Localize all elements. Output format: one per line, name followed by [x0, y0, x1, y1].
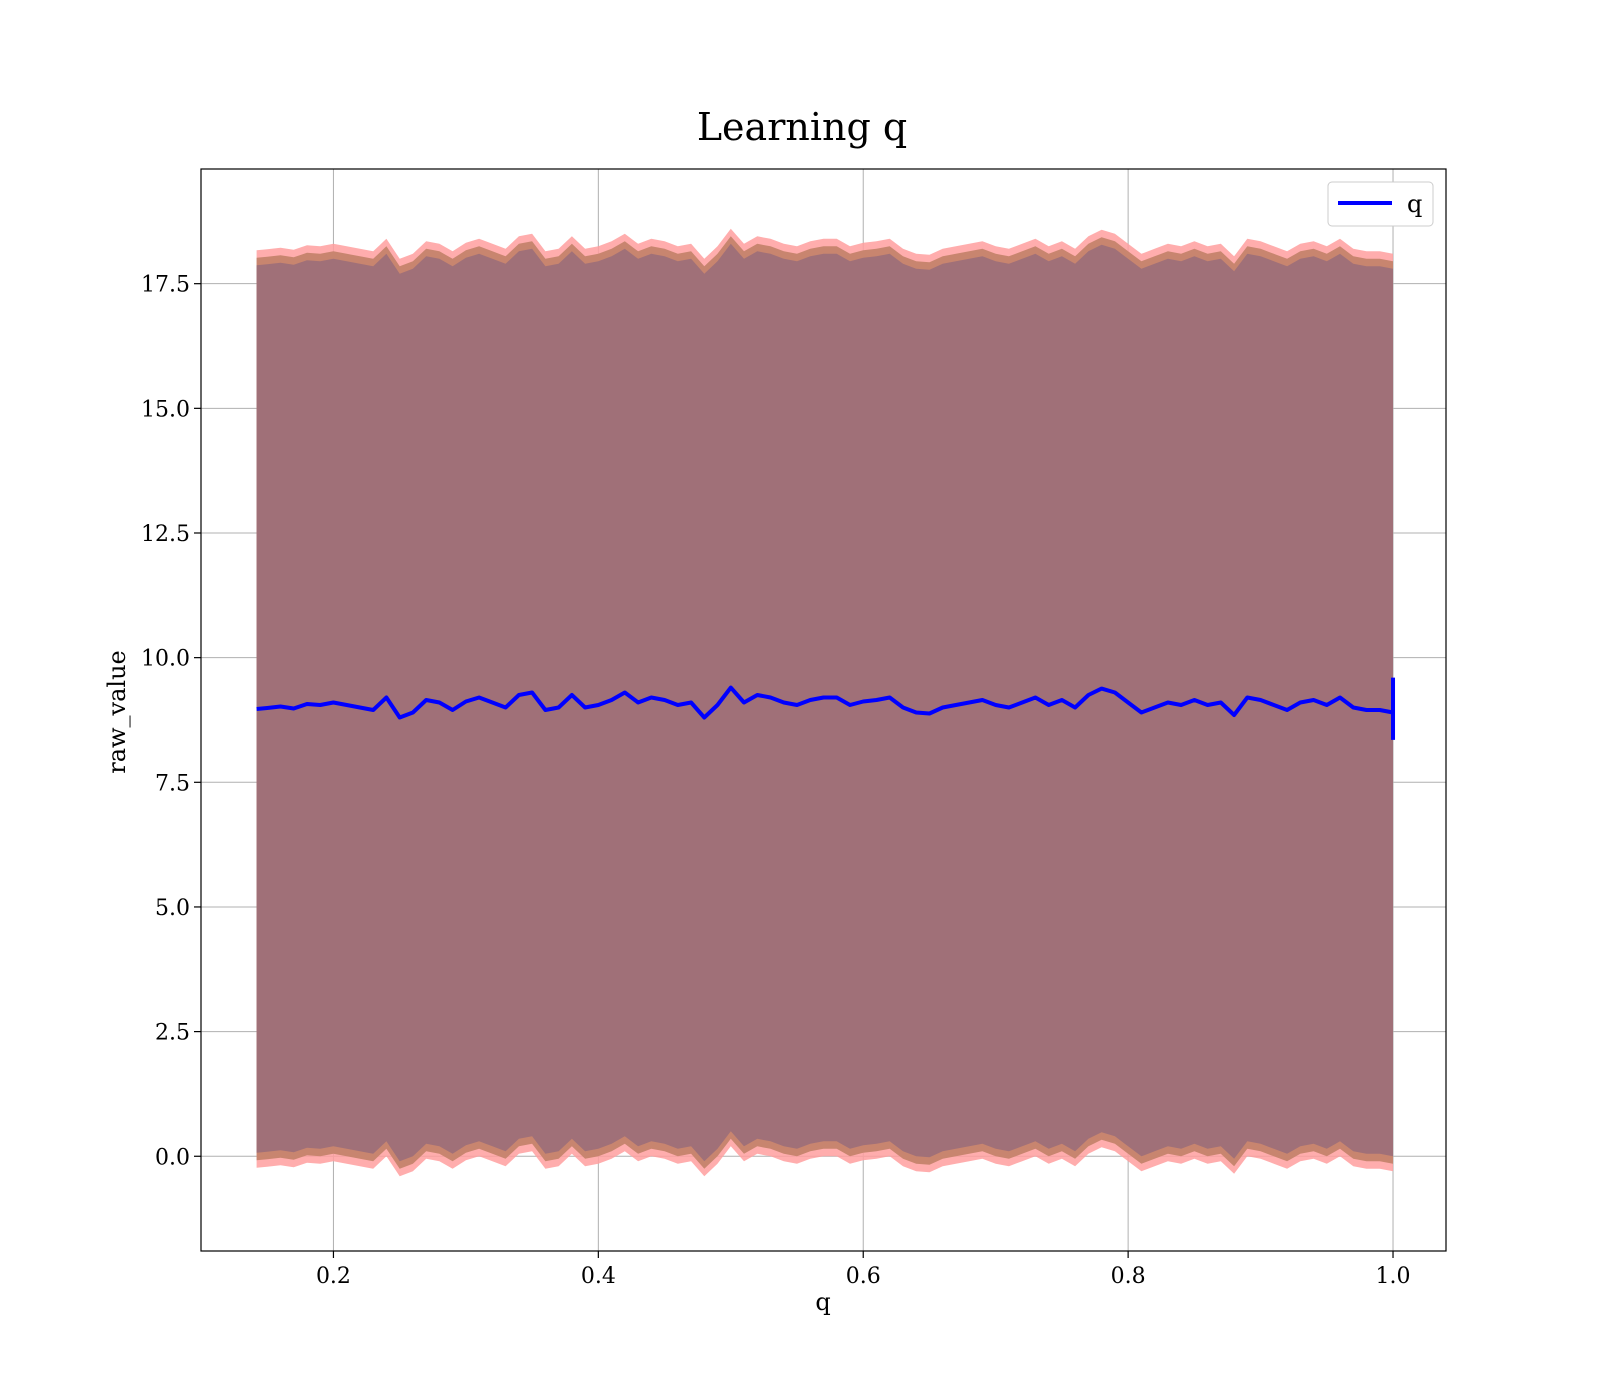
y-axis-ticks: 0.0 2.5 5.0 7.5 10.0 12.5 15.0 17.5: [141, 273, 201, 1170]
y-tick-label: 17.5: [141, 273, 190, 298]
x-tick-label: 0.8: [1111, 1264, 1146, 1289]
x-tick-label: 1.0: [1376, 1264, 1411, 1289]
chart-title: Learning q: [697, 105, 907, 149]
inner-band: [256, 243, 1394, 1162]
x-tick-label: 0.4: [581, 1264, 616, 1289]
series-layer: [256, 677, 1396, 740]
legend-label-q: q: [1407, 190, 1422, 218]
plot-frame: [200, 168, 1447, 1252]
y-tick-label: 2.5: [155, 1021, 190, 1046]
x-axis-ticks: 0.2 0.4 0.6 0.8 1.0: [316, 1251, 1411, 1289]
y-tick-label: 12.5: [141, 522, 190, 547]
legend: q: [1327, 181, 1434, 227]
y-tick-label: 0.0: [155, 1145, 190, 1170]
y-tick-label: 5.0: [155, 896, 190, 921]
y-tick-label: 15.0: [141, 397, 190, 422]
x-tick-label: 0.2: [316, 1264, 351, 1289]
y-tick-label: 7.5: [155, 771, 190, 796]
bands: [256, 228, 1394, 1177]
series-line-q: [256, 685, 1394, 720]
y-axis-label: raw_value: [103, 650, 131, 774]
x-axis-label: q: [815, 1288, 830, 1316]
x-tick-label: 0.6: [846, 1264, 881, 1289]
y-tick-label: 10.0: [141, 647, 190, 672]
